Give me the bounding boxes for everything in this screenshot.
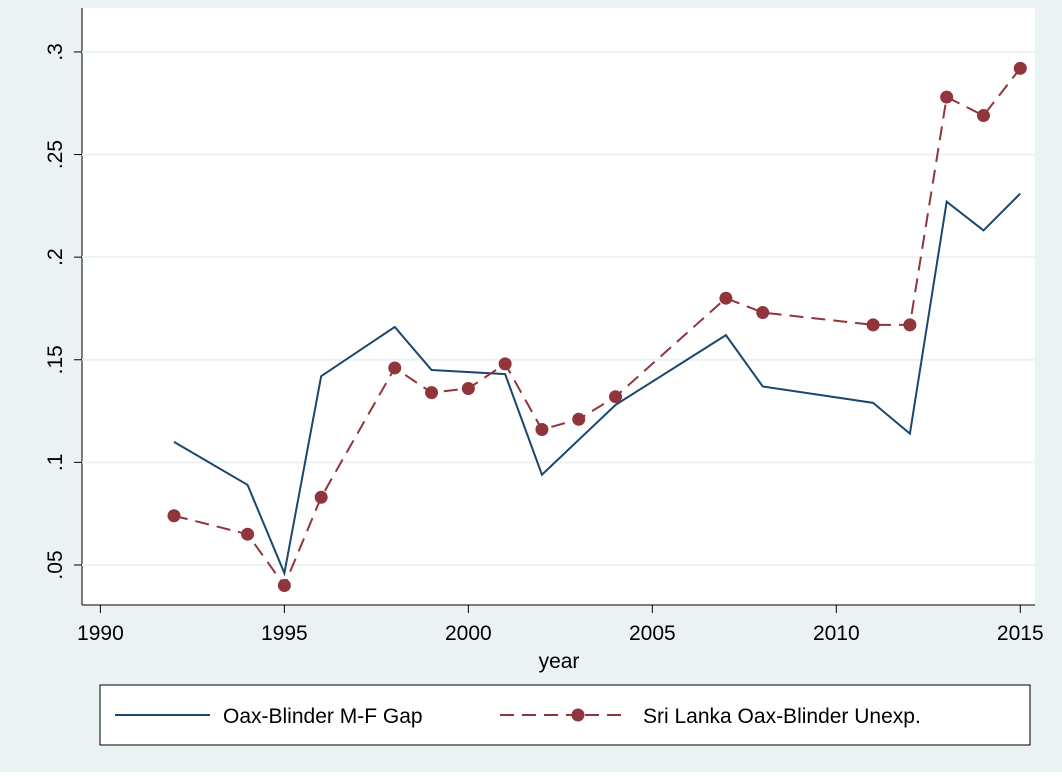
- series-line: [173, 67, 1022, 588]
- y-tick-label: .1: [44, 454, 67, 472]
- series-marker: [572, 412, 586, 426]
- y-tick-label: .2: [44, 248, 67, 266]
- series-marker: [976, 109, 990, 123]
- y-tick-label: .3: [44, 43, 67, 61]
- series-marker: [425, 386, 439, 400]
- series-marker: [940, 90, 954, 104]
- y-tick-label: .25: [44, 140, 67, 169]
- x-tick-label: 1990: [77, 622, 124, 645]
- x-tick-label: 2015: [997, 622, 1044, 645]
- legend-label: Oax-Blinder M-F Gap: [223, 705, 423, 728]
- legend-marker: [571, 708, 585, 722]
- x-tick-label: 2000: [445, 622, 492, 645]
- x-tick-label: 2005: [629, 622, 676, 645]
- legend: [99, 684, 1031, 746]
- x-axis-label: year: [539, 650, 580, 673]
- y-tick-label: .05: [44, 550, 67, 579]
- series-marker: [719, 291, 733, 305]
- y-tick-label: .15: [44, 345, 67, 374]
- series-marker: [277, 579, 291, 593]
- series-marker: [609, 390, 623, 404]
- series-marker: [535, 423, 549, 437]
- series-marker: [1013, 61, 1027, 75]
- series-marker: [461, 381, 475, 395]
- series-marker: [866, 318, 880, 332]
- series-marker: [756, 306, 770, 320]
- series-marker: [167, 509, 181, 523]
- x-tick-label: 2010: [813, 622, 860, 645]
- series-marker: [314, 490, 328, 504]
- plot-area: [82, 8, 1035, 605]
- series-marker: [388, 361, 402, 375]
- legend-label: Sri Lanka Oax-Blinder Unexp.: [643, 705, 921, 728]
- series-line: [173, 192, 1021, 577]
- series-marker: [241, 527, 255, 541]
- series-marker: [903, 318, 917, 332]
- x-tick-label: 1995: [261, 622, 308, 645]
- series-marker: [498, 357, 512, 371]
